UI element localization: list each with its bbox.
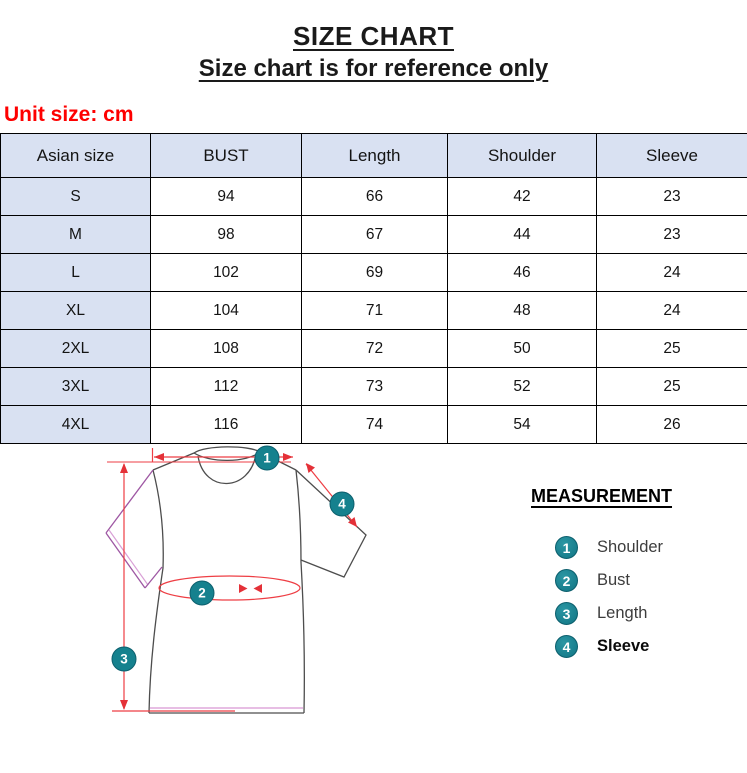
table-row: 3XL 112 73 52 25 <box>0 367 747 406</box>
sleeve-measure-line <box>305 463 358 528</box>
marker-shoulder: 1 <box>254 445 280 471</box>
bust-measure-ellipse <box>158 575 301 601</box>
col-header-bust: BUST <box>150 133 302 178</box>
shoulder-cell: 46 <box>447 253 597 292</box>
sleeve-cell: 26 <box>596 405 747 444</box>
svg-text:3: 3 <box>120 652 128 667</box>
bust-cell: 108 <box>150 329 302 368</box>
shoulder-cell: 42 <box>447 177 597 216</box>
legend-number-badge: 1 <box>555 536 578 559</box>
measurement-lines <box>107 448 358 712</box>
table-row: XL 104 71 48 24 <box>0 291 747 330</box>
sleeve-cell: 23 <box>596 177 747 216</box>
bust-cell: 98 <box>150 215 302 254</box>
legend-number-badge: 2 <box>555 569 578 592</box>
sleeve-cell: 25 <box>596 329 747 368</box>
shoulder-cell: 44 <box>447 215 597 254</box>
svg-text:4: 4 <box>338 497 346 512</box>
col-header-length: Length <box>301 133 448 178</box>
legend-label: Sleeve <box>597 637 650 655</box>
length-cell: 74 <box>301 405 448 444</box>
sleeve-cell: 24 <box>596 253 747 292</box>
sleeve-cell: 24 <box>596 291 747 330</box>
marker-sleeve: 4 <box>329 491 355 517</box>
table-row: 2XL 108 72 50 25 <box>0 329 747 368</box>
table-row: 4XL 116 74 54 26 <box>0 405 747 444</box>
bust-cell: 102 <box>150 253 302 292</box>
sleeve-cell: 23 <box>596 215 747 254</box>
legend-label: Length <box>597 604 648 622</box>
table-header-row: Asian size BUST Length Shoulder Sleeve <box>0 133 747 178</box>
sleeve-cell: 25 <box>596 367 747 406</box>
length-cell: 71 <box>301 291 448 330</box>
size-cell: M <box>0 215 151 254</box>
legend-item-shoulder: 1 Shoulder <box>555 536 721 559</box>
table-row: M 98 67 44 23 <box>0 215 747 254</box>
bust-cell: 116 <box>150 405 302 444</box>
shoulder-cell: 54 <box>447 405 597 444</box>
size-cell: 3XL <box>0 367 151 406</box>
length-cell: 72 <box>301 329 448 368</box>
legend-number-badge: 4 <box>555 635 578 658</box>
size-cell: L <box>0 253 151 292</box>
col-header-sleeve: Sleeve <box>596 133 747 178</box>
legend-label: Bust <box>597 571 631 589</box>
length-cell: 66 <box>301 177 448 216</box>
marker-bust: 2 <box>189 580 215 606</box>
legend-title: MEASUREMENT <box>531 486 673 506</box>
legend-item-bust: 2 Bust <box>555 569 721 592</box>
size-cell: 2XL <box>0 329 151 368</box>
length-cell: 73 <box>301 367 448 406</box>
left-sleeve-seam <box>105 469 163 589</box>
col-header-asian-size: Asian size <box>0 133 151 178</box>
col-header-shoulder: Shoulder <box>447 133 597 178</box>
length-cell: 69 <box>301 253 448 292</box>
legend-item-sleeve: 4 Sleeve <box>555 635 721 658</box>
unit-size-label: Unit size: cm <box>4 103 134 126</box>
legend-label: Shoulder <box>597 538 664 556</box>
measurement-legend: MEASUREMENT 1 Shoulder 2 Bust 3 Length 4… <box>531 486 721 658</box>
size-table: Asian size BUST Length Shoulder Sleeve S… <box>0 133 747 444</box>
page-subtitle: Size chart is for reference only <box>198 55 549 82</box>
bust-cell: 112 <box>150 367 302 406</box>
shoulder-cell: 50 <box>447 329 597 368</box>
size-cell: 4XL <box>0 405 151 444</box>
page-title: SIZE CHART <box>293 21 454 51</box>
table-row: L 102 69 46 24 <box>0 253 747 292</box>
length-cell: 67 <box>301 215 448 254</box>
table-row: S 94 66 42 23 <box>0 177 747 216</box>
bust-cell: 94 <box>150 177 302 216</box>
marker-length: 3 <box>111 646 137 672</box>
legend-item-length: 3 Length <box>555 602 721 625</box>
size-cell: S <box>0 177 151 216</box>
svg-text:1: 1 <box>263 451 271 466</box>
shoulder-cell: 48 <box>447 291 597 330</box>
legend-items: 1 Shoulder 2 Bust 3 Length 4 Sleeve <box>555 536 721 658</box>
bust-cell: 104 <box>150 291 302 330</box>
tshirt-outline <box>148 446 367 714</box>
size-cell: XL <box>0 291 151 330</box>
measurement-arrowheads <box>120 453 357 710</box>
legend-number-badge: 3 <box>555 602 578 625</box>
svg-text:2: 2 <box>198 586 206 601</box>
shoulder-cell: 52 <box>447 367 597 406</box>
diagram-markers: 1 2 3 4 <box>111 445 355 672</box>
